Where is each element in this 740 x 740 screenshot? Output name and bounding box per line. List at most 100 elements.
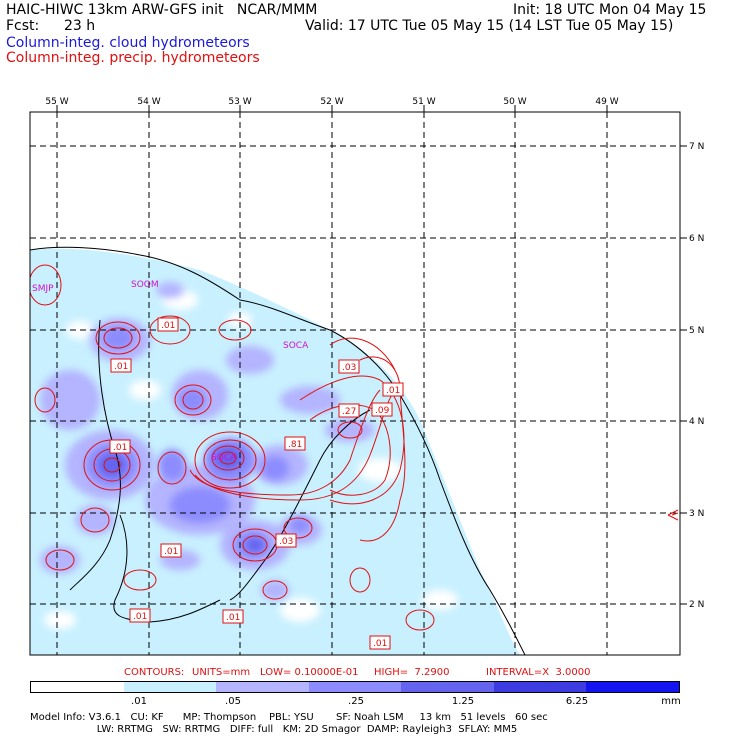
med-9 xyxy=(290,517,310,533)
svg-text:.03: .03 xyxy=(342,363,356,373)
svg-text:.03: .03 xyxy=(279,537,293,547)
init-time: Init: 18 UTC Mon 04 May 15 xyxy=(513,2,707,18)
svg-text:.01: .01 xyxy=(164,547,178,557)
svg-text:.81: .81 xyxy=(288,440,302,450)
longitude-labels: 55 W 54 W 53 W 52 W 51 W 50 W 49 W xyxy=(45,97,618,107)
med-2 xyxy=(178,388,206,412)
lon-label: 50 W xyxy=(503,97,526,107)
med-6 xyxy=(170,487,230,523)
contour-label-box: .09 xyxy=(371,402,393,417)
contour-label-box: .01 xyxy=(110,358,132,373)
contour-labels: .01 .01 .01 .03 .01 .27 .09 .81 .01 .03 … xyxy=(109,317,404,650)
svg-text:.09: .09 xyxy=(375,406,390,416)
lon-label: 51 W xyxy=(412,97,435,107)
station-label: SOCA xyxy=(211,453,237,463)
gap-8 xyxy=(358,458,402,482)
contour-label-box: .81 xyxy=(284,436,306,451)
colorbar-tick: .25 xyxy=(348,696,364,707)
colorbar-tick: 6.25 xyxy=(565,696,589,707)
svg-text:.01: .01 xyxy=(386,386,400,396)
colorbar-unit: mm xyxy=(661,696,681,707)
model-info-line-2: LW: RRTMG SW: RRTMG DIFF: full KM: 2D Sm… xyxy=(30,724,518,735)
coastline xyxy=(30,246,526,655)
lat-label: 3 N xyxy=(689,509,704,519)
lat-label: 6 N xyxy=(689,234,704,244)
med-8 xyxy=(261,456,289,480)
contour-label-box: .03 xyxy=(275,533,297,548)
contour-low: LOW= 0.10000E-01 xyxy=(260,667,359,678)
colorbar-segment xyxy=(308,682,402,692)
colorbar-tick: 1.25 xyxy=(451,696,475,707)
dark-3 xyxy=(246,538,264,552)
contour-label-box: .03 xyxy=(338,359,360,374)
lat-label: 7 N xyxy=(689,142,704,152)
lat-label: 5 N xyxy=(689,326,704,336)
dark-2 xyxy=(214,446,242,470)
valid-time: Valid: 17 UTC Tue 05 May 15 (14 LST Tue … xyxy=(305,18,674,34)
lat-lon-grid xyxy=(30,112,680,655)
contour-label-box: .01 xyxy=(129,608,151,623)
lon-label: 52 W xyxy=(320,97,343,107)
contour-high: HIGH= 7.2900 xyxy=(374,667,450,678)
gap-7 xyxy=(44,611,76,629)
stations: SMJP SOOM SOCA SOCA xyxy=(32,280,309,463)
colorbar-segment xyxy=(493,682,587,692)
border-3 xyxy=(229,409,371,601)
contour-label-box: .01 xyxy=(109,439,131,454)
lav-14 xyxy=(261,580,289,600)
colorbar-tick: .05 xyxy=(225,696,241,707)
svg-text:.01: .01 xyxy=(373,639,387,649)
station-label: SOOM xyxy=(131,280,159,290)
contour-label-box: .27 xyxy=(338,403,360,418)
precip-contours xyxy=(30,264,679,631)
plot-title: HAIC-HIWC 13km ARW-GFS init NCAR/MMM xyxy=(6,2,318,18)
colorbar xyxy=(30,681,680,693)
gap-4 xyxy=(129,380,161,400)
contour-label-box: .01 xyxy=(160,543,182,558)
contour-label-box: .01 xyxy=(369,635,391,650)
shaded-fields: SMJP SOOM SOCA SOCA .01 .01 .01 .03 .01 … xyxy=(30,112,680,655)
colorbar-tick: .01 xyxy=(131,696,147,707)
lav-15 xyxy=(156,282,184,298)
svg-text:.01: .01 xyxy=(113,443,127,453)
lat-label: 4 N xyxy=(689,417,704,427)
contour-label-box: .01 xyxy=(382,382,404,397)
svg-text:.01: .01 xyxy=(161,321,175,331)
lav-3 xyxy=(40,370,100,430)
lon-label: 49 W xyxy=(595,97,618,107)
contour-interval: INTERVAL=X 3.0000 xyxy=(486,667,591,678)
contour-label-box: .01 xyxy=(157,317,179,332)
border-2 xyxy=(113,514,221,623)
border-1 xyxy=(69,319,121,591)
lon-label: 55 W xyxy=(45,97,68,107)
contours-label: CONTOURS: xyxy=(124,667,185,678)
gap-5 xyxy=(280,598,320,622)
svg-text:.01: .01 xyxy=(133,612,147,622)
forecast-hour: 23 h xyxy=(64,18,96,34)
contour-units: UNITS=mm xyxy=(192,667,251,678)
dark-1 xyxy=(98,453,126,477)
svg-text:.01: .01 xyxy=(226,613,240,623)
model-info-line-1: Model Info: V3.6.1 CU: KF MP: Thompson P… xyxy=(30,712,548,723)
contour-label-box: .01 xyxy=(222,609,244,624)
colorbar-segment xyxy=(216,682,309,692)
forecast-label: Fcst: xyxy=(6,18,40,34)
field-precip-label: Column-integ. precip. hydrometeors xyxy=(6,50,260,66)
station-label: SOCA xyxy=(283,341,309,351)
colorbar-segment xyxy=(586,682,680,692)
colorbar-segment xyxy=(31,682,124,692)
colorbar-segment xyxy=(123,682,217,692)
colorbar-segment xyxy=(401,682,494,692)
lon-label: 53 W xyxy=(228,97,251,107)
svg-text:.01: .01 xyxy=(114,362,128,372)
med-4 xyxy=(158,449,186,481)
lon-label: 54 W xyxy=(137,97,160,107)
lat-label: 2 N xyxy=(689,600,704,610)
latitude-labels: 7 N 6 N 5 N 4 N 3 N 2 N xyxy=(689,142,704,610)
map-frame xyxy=(29,111,681,656)
lav-5 xyxy=(280,386,340,414)
gap-6 xyxy=(422,590,458,610)
svg-text:.27: .27 xyxy=(342,407,356,417)
med-1 xyxy=(102,326,134,350)
